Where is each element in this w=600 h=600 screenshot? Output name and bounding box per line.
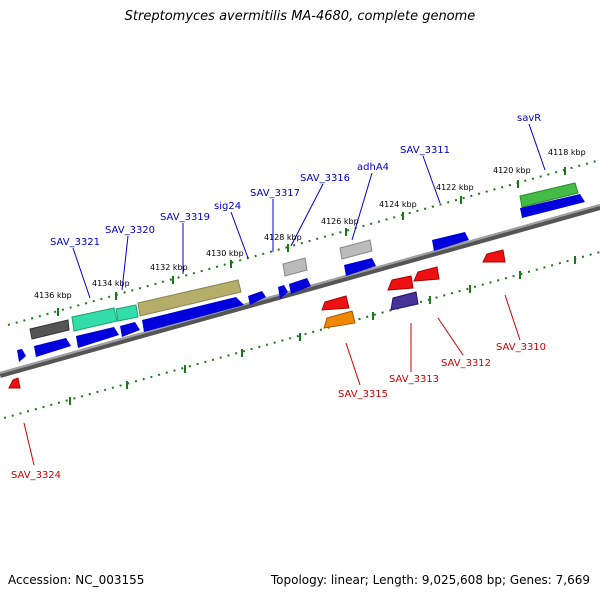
gene-label-SAV_3312: SAV_3312 [441,358,491,369]
label-leader [121,235,129,291]
gene-arrow [115,304,139,322]
gene-arrow [282,257,308,277]
gene-label-SAV_3313: SAV_3313 [389,374,439,385]
label-leader [72,247,91,299]
accession-text: Accession: NC_003155 [8,573,145,587]
gene-label-sig24: sig24 [214,201,241,212]
gene-arrow [339,239,373,260]
upper-major-ticks [57,167,566,316]
scale-label: 4132 kbp [150,263,188,272]
scale-label: 4122 kbp [436,183,474,192]
gene-arrow [390,291,419,311]
gene-arrow [29,319,70,340]
scale-label: 4118 kbp [548,148,586,157]
gene-arrow [344,258,376,276]
forward-labels: savR SAV_3311 adhA4 SAV_3316 SAV_3317 si… [50,113,546,299]
figure-title: Streptomyces avermitilis MA-4680, comple… [124,9,476,24]
genome-backbone [0,204,600,378]
scale-label: 4120 kbp [493,166,531,175]
gene-label-savR: savR [517,113,541,124]
gene-label-SAV_3320: SAV_3320 [105,225,155,236]
gene-arrow [76,327,119,348]
gene-arrow [519,182,579,208]
gene-arrow [520,194,585,218]
gene-arrow [8,377,21,389]
gene-arrow [34,338,71,357]
gene-label-SAV_3315: SAV_3315 [338,389,388,400]
gene-label-SAV_3324: SAV_3324 [11,470,61,481]
upper-scale-track [7,159,600,326]
scale-label: 4124 kbp [379,200,417,209]
label-leader [230,211,249,259]
gene-arrow [321,295,350,311]
label-leader [345,342,361,386]
gene-arrow [142,297,244,332]
gene-label-SAV_3316: SAV_3316 [300,173,350,184]
gene-arrow [323,310,356,329]
gene-arrow [482,249,506,263]
gene-label-SAV_3311: SAV_3311 [400,145,450,156]
gene-arrow [17,349,26,362]
lower-major-ticks [69,256,576,405]
scale-label: 4136 kbp [34,291,72,300]
scale-label: 4128 kbp [264,233,302,242]
reverse-genes [8,249,506,389]
gene-arrow [71,307,118,332]
scale-label: 4130 kbp [206,249,244,258]
gene-label-SAV_3310: SAV_3310 [496,342,546,353]
gene-label-SAV_3317: SAV_3317 [250,188,300,199]
scale-labels: 4118 kbp 4120 kbp 4122 kbp 4124 kbp 4126… [34,148,586,300]
gene-arrow [278,285,288,299]
gene-label-SAV_3319: SAV_3319 [160,212,210,223]
forward-genes [17,182,585,362]
label-leader [504,294,521,341]
gene-label-adhA4: adhA4 [357,162,389,173]
gene-arrow [248,291,266,305]
gene-arrow [289,278,311,294]
gene-arrow [137,279,242,317]
gene-arrow [387,275,414,291]
label-leader [23,422,35,466]
genome-stats-text: Topology: linear; Length: 9,025,608 bp; … [270,573,590,587]
gene-label-SAV_3321: SAV_3321 [50,237,100,248]
label-leader [290,183,324,247]
scale-label: 4134 kbp [92,279,130,288]
gene-arrow [432,232,469,251]
label-leader [351,172,373,241]
gene-arrow [413,266,440,282]
reverse-labels: SAV_3310 SAV_3312 SAV_3313 SAV_3315 SAV_… [11,294,546,481]
gene-arrow [120,322,140,337]
scale-label: 4126 kbp [321,217,359,226]
label-leader [422,155,441,204]
label-leader [528,123,546,171]
label-leader [437,317,464,356]
